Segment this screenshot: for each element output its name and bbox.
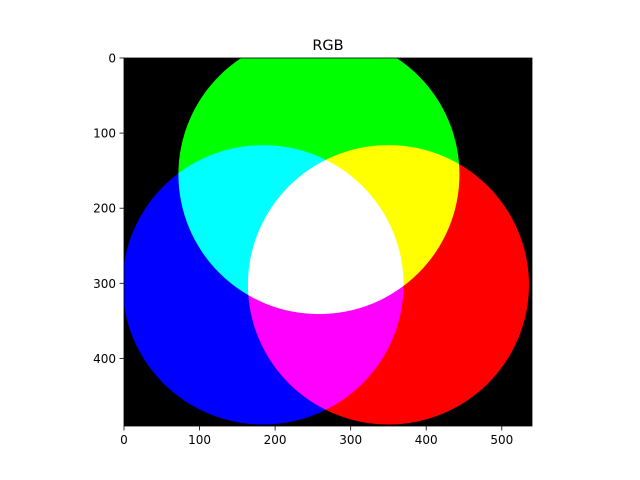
- channel-circles: [124, 58, 529, 425]
- x-tick-label: 300: [339, 433, 362, 447]
- x-tick-label: 200: [264, 433, 287, 447]
- plot-frame: [123, 57, 533, 427]
- x-axis: 0 100 200 300 400 500: [120, 426, 513, 447]
- y-tick-label: 400: [93, 352, 116, 366]
- y-axis: 0 100 200 300 400: [93, 52, 124, 366]
- chart-title: RGB: [312, 38, 343, 54]
- x-tick-label: 500: [490, 433, 513, 447]
- x-tick-label: 0: [120, 433, 128, 447]
- y-tick-label: 0: [108, 52, 116, 66]
- circle-blue: [124, 145, 404, 425]
- y-tick-label: 100: [93, 127, 116, 141]
- y-tick-label: 200: [93, 202, 116, 216]
- x-tick-label: 100: [188, 433, 211, 447]
- y-tick-label: 300: [93, 277, 116, 291]
- x-tick-label: 400: [415, 433, 438, 447]
